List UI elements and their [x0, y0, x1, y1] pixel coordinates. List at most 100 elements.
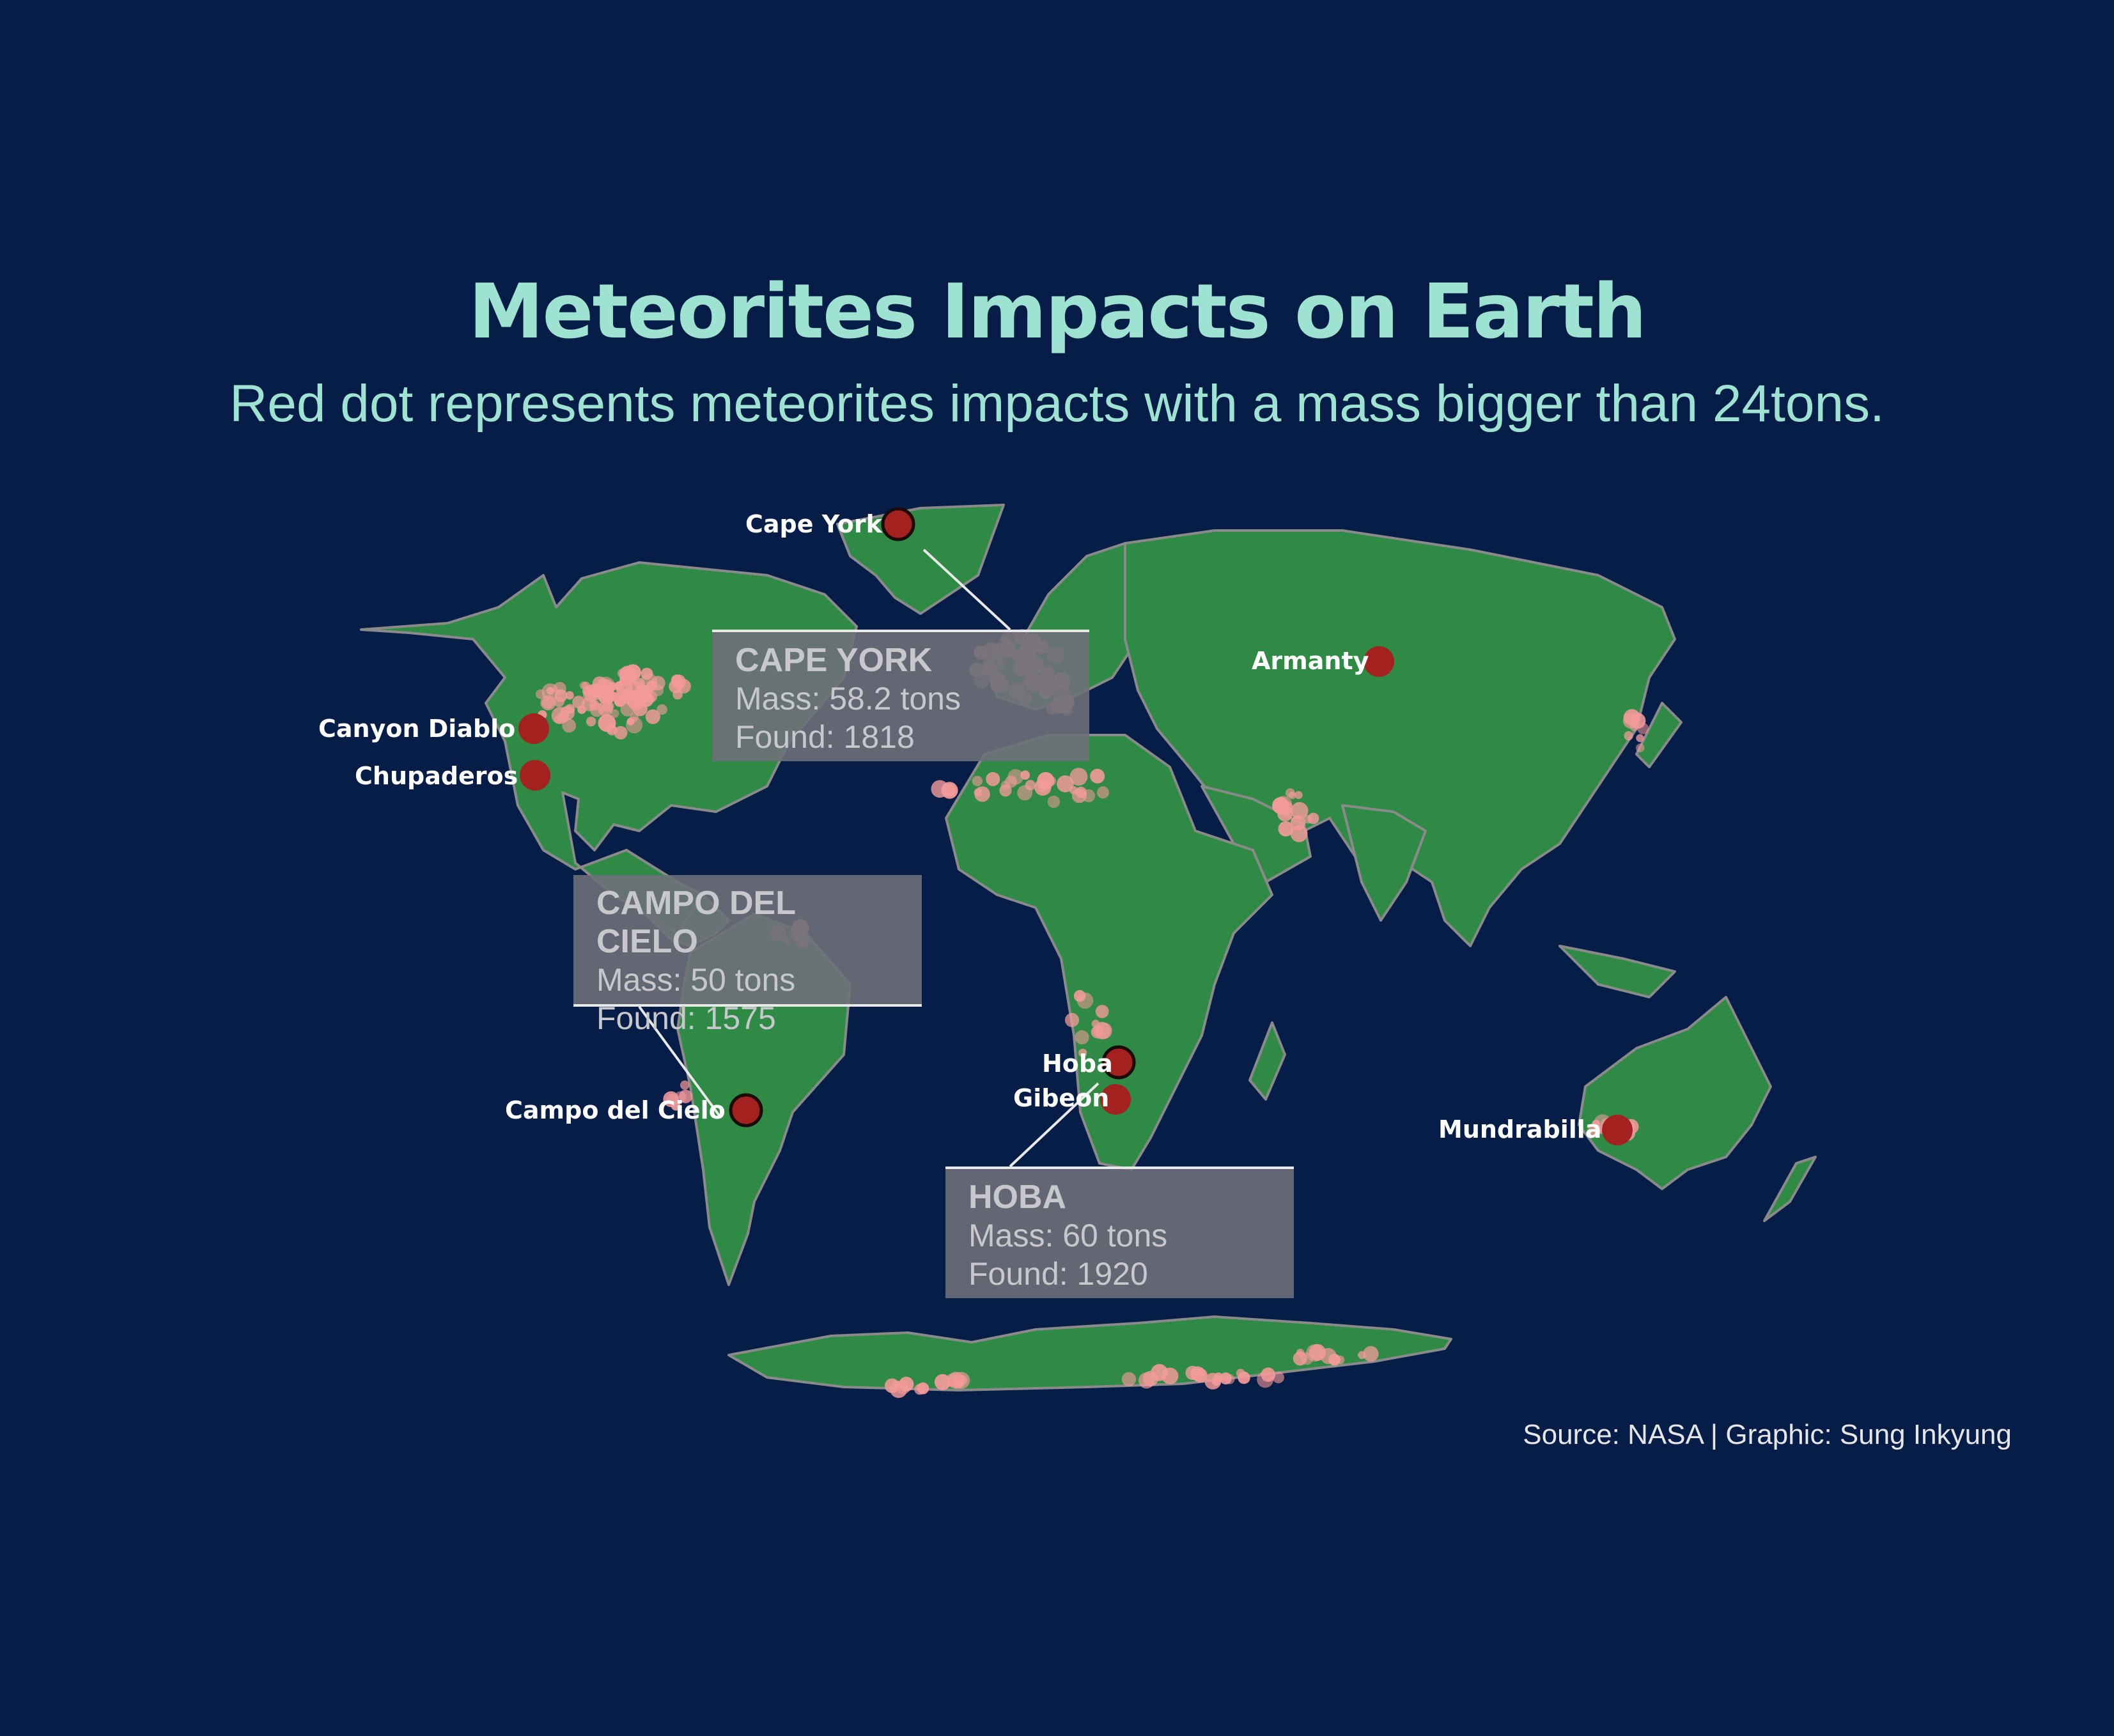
impact-point [1193, 1368, 1208, 1383]
leader-line-hoba [1009, 1082, 1100, 1168]
impact-point [1288, 791, 1296, 800]
impact-point [1047, 795, 1061, 809]
impact-point [1095, 1022, 1112, 1039]
impact-point [1303, 815, 1312, 824]
impact-point [610, 709, 619, 718]
callout-found: Found: 1818 [735, 719, 915, 755]
label-cape-york: Cape York [745, 510, 882, 538]
impact-point [1272, 797, 1289, 814]
antarctica-landmass [727, 1315, 1452, 1391]
impact-point [554, 715, 563, 724]
impact-point [583, 687, 598, 702]
impact-mundrabilla [1602, 1115, 1633, 1145]
impact-point [1257, 1371, 1274, 1388]
callout-title: CAMPO DEL CIELO [596, 885, 796, 960]
impact-point [945, 1373, 960, 1388]
impact-point [1078, 1048, 1087, 1057]
source-credit: Source: NASA | Graphic: Sung Inkyung [1523, 1419, 2012, 1450]
impact-point [1097, 786, 1109, 799]
impact-point [565, 691, 574, 700]
impact-point [986, 771, 1000, 786]
label-campo-del-cielo: Campo del Cielo [505, 1096, 726, 1124]
impact-point [1300, 1352, 1314, 1365]
callout-cape-york: CAPE YORK Mass: 58.2 tons Found: 1818 [712, 630, 1089, 761]
impact-point [1290, 825, 1308, 842]
impact-point [956, 1375, 967, 1386]
callout-title: HOBA [968, 1179, 1067, 1216]
impact-point [1272, 1371, 1285, 1384]
callout-campo-del-cielo: CAMPO DEL CIELO Mass: 50 tons Found: 157… [573, 875, 922, 1036]
impact-point [1238, 1371, 1250, 1384]
impact-point [1291, 802, 1309, 819]
impact-campo-del-cielo [729, 1093, 763, 1128]
label-canyon-diablo: Canyon Diablo [318, 715, 516, 743]
impact-point [1073, 989, 1086, 1002]
impact-point [949, 787, 958, 796]
page-subtitle: Red dot represents meteorites impacts wi… [229, 375, 1885, 433]
indonesia-islands [1558, 945, 1676, 998]
leader-line-campo [638, 1005, 720, 1117]
label-mundrabilla: Mundrabilla [1438, 1115, 1602, 1143]
callout-title: CAPE YORK [735, 642, 933, 679]
impact-point [606, 724, 617, 735]
impact-point [1624, 731, 1633, 741]
impact-point [536, 689, 545, 699]
label-chupaderos: Chupaderos [355, 762, 518, 790]
impact-hoba [1101, 1045, 1136, 1080]
impact-point [1121, 1372, 1137, 1386]
impact-point [614, 725, 628, 740]
impact-point [589, 700, 600, 711]
impact-point [645, 709, 660, 724]
impact-point [1057, 775, 1074, 793]
impact-point [1309, 1344, 1326, 1361]
callout-mass: Mass: 58.2 tons [735, 681, 961, 717]
impact-point [586, 717, 596, 727]
impact-point [619, 670, 635, 687]
impact-point [1095, 1005, 1109, 1018]
impact-point [671, 1101, 681, 1111]
impact-point [572, 695, 586, 709]
impact-point [579, 681, 588, 690]
impact-point [614, 688, 629, 702]
impact-point [597, 701, 614, 717]
impact-point [620, 702, 635, 717]
impact-point [672, 689, 683, 700]
impact-point [562, 718, 577, 733]
callout-mass: Mass: 60 tons [968, 1218, 1168, 1253]
impact-point [640, 673, 658, 690]
impact-point [1004, 775, 1017, 788]
impact-point [1587, 1126, 1599, 1138]
impact-point [598, 679, 615, 696]
impact-point [553, 696, 564, 708]
impact-point [896, 1379, 911, 1395]
impact-point [1046, 776, 1057, 786]
leader-line-cape-york [922, 548, 1011, 631]
impact-point [657, 704, 667, 715]
australia-landmass [1578, 996, 1772, 1190]
impact-point [1294, 791, 1303, 800]
impact-point [1623, 709, 1640, 726]
impact-point [1064, 1012, 1080, 1027]
impact-point [626, 717, 643, 734]
impact-point [1069, 768, 1088, 786]
japan [1635, 702, 1683, 768]
impact-point [1020, 770, 1030, 780]
impact-point [680, 1080, 690, 1090]
impact-point [674, 1091, 687, 1103]
leader-lines [638, 548, 1100, 1168]
callout-found: Found: 1920 [968, 1256, 1148, 1292]
impact-point [1017, 785, 1033, 801]
impact-chupaderos [520, 760, 550, 791]
callout-found: Found: 1575 [596, 1000, 776, 1036]
land-masses [360, 504, 1817, 1391]
callout-hoba: HOBA Mass: 60 tons Found: 1920 [945, 1166, 1294, 1298]
impact-point [1220, 1372, 1232, 1385]
impact-point [1162, 1367, 1179, 1384]
india-landmass [1341, 804, 1427, 922]
impact-point [564, 704, 575, 714]
new-zealand [1763, 1156, 1817, 1222]
impact-point [1637, 722, 1649, 734]
label-armanty: Armanty [1252, 647, 1369, 675]
impact-point [1075, 786, 1087, 798]
